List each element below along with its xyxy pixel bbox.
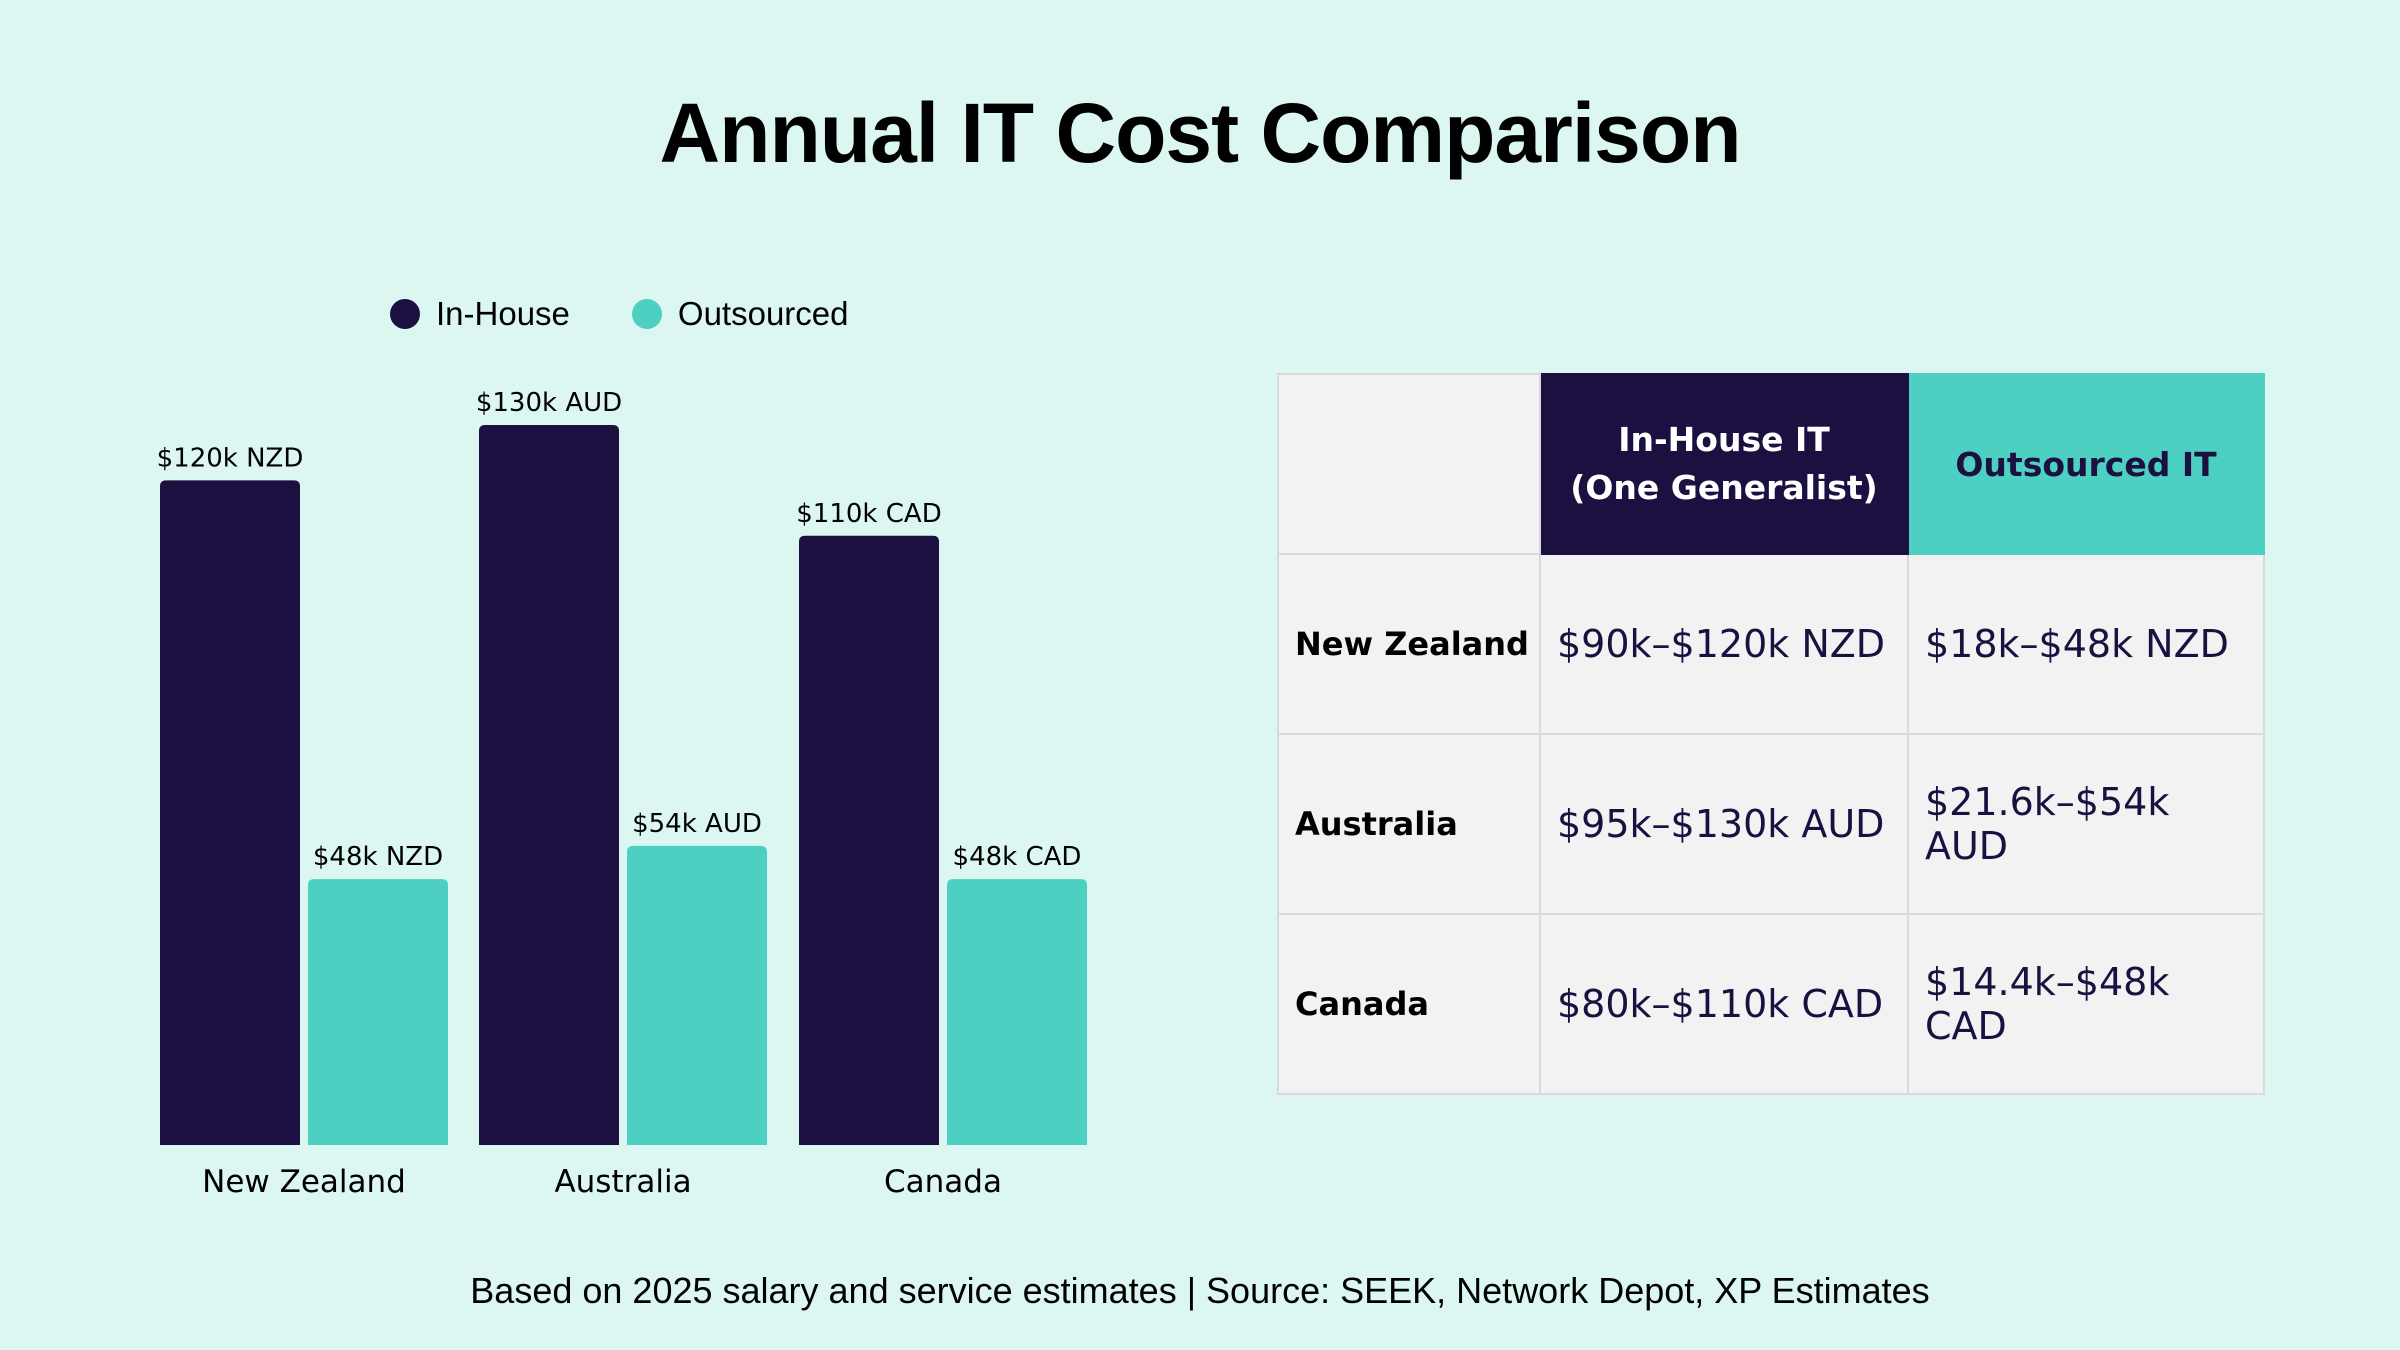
table-row-label: Australia <box>1277 733 1541 915</box>
source-footnote: Based on 2025 salary and service estimat… <box>470 1270 1930 1311</box>
table-header-in-house-line2: (One Generalist) <box>1570 468 1878 507</box>
bar-chart: $120k NZD $48k NZD New Zealand $130k AUD $54… <box>157 388 1087 1200</box>
bar-data-label: $110k CAD <box>796 499 941 529</box>
table-row: New Zealand $90k–$120k NZD $18k–$48k NZD <box>1277 553 2265 735</box>
table-cell-in-house: $80k–$110k CAD <box>1539 913 1909 1095</box>
bar-data-label: $54k AUD <box>632 809 762 839</box>
legend-item-in-house: In-House <box>390 295 570 333</box>
legend-swatch-outsourced <box>631 299 662 329</box>
table-header-in-house-line1: In-House IT <box>1618 420 1830 459</box>
legend-swatch-in-house <box>390 299 420 329</box>
page-title: Annual IT Cost Comparison <box>659 86 1741 180</box>
table-row-label: New Zealand <box>1277 553 1541 735</box>
bar-outsourced <box>627 845 767 1145</box>
bar-data-label: $130k AUD <box>476 388 622 418</box>
table-row-label: Canada <box>1277 913 1541 1095</box>
x-tick-label: Australia <box>554 1164 691 1200</box>
bar-in-house <box>799 535 939 1145</box>
table-cell-outsourced: $21.6k–$54k AUD <box>1907 733 2265 915</box>
legend-label-in-house: In-House <box>436 295 570 332</box>
bar-outsourced <box>308 879 448 1145</box>
table-cell-in-house: $90k–$120k NZD <box>1539 553 1909 735</box>
x-tick-label: New Zealand <box>202 1164 406 1200</box>
chart-legend: In-House Outsourced <box>390 292 911 336</box>
bar-in-house <box>160 480 300 1145</box>
table-cell-outsourced: $14.4k–$48k CAD <box>1907 913 2265 1095</box>
x-tick-label: Canada <box>884 1164 1002 1200</box>
bar-data-label: $120k NZD <box>157 443 304 473</box>
table-header-in-house: In-House IT (One Generalist) <box>1539 373 1909 555</box>
table-cell-outsourced: $18k–$48k NZD <box>1907 553 2265 735</box>
bar-outsourced <box>947 879 1087 1145</box>
legend-item-outsourced: Outsourced <box>631 295 849 333</box>
bar-in-house <box>479 425 619 1145</box>
table-cell-in-house: $95k–$130k AUD <box>1539 733 1909 915</box>
bar-data-label: $48k NZD <box>313 842 443 872</box>
table-header-outsourced: Outsourced IT <box>1907 373 2265 555</box>
table-header-row: In-House IT (One Generalist) Outsourced … <box>1277 373 2265 555</box>
table-row: Australia $95k–$130k AUD $21.6k–$54k AUD <box>1277 733 2265 915</box>
comparison-table: In-House IT (One Generalist) Outsourced … <box>1277 373 2265 1095</box>
table-corner-cell <box>1277 373 1541 555</box>
legend-label-outsourced: Outsourced <box>677 295 849 332</box>
table-row: Canada $80k–$110k CAD $14.4k–$48k CAD <box>1277 913 2265 1095</box>
bar-data-label: $48k CAD <box>953 842 1082 872</box>
